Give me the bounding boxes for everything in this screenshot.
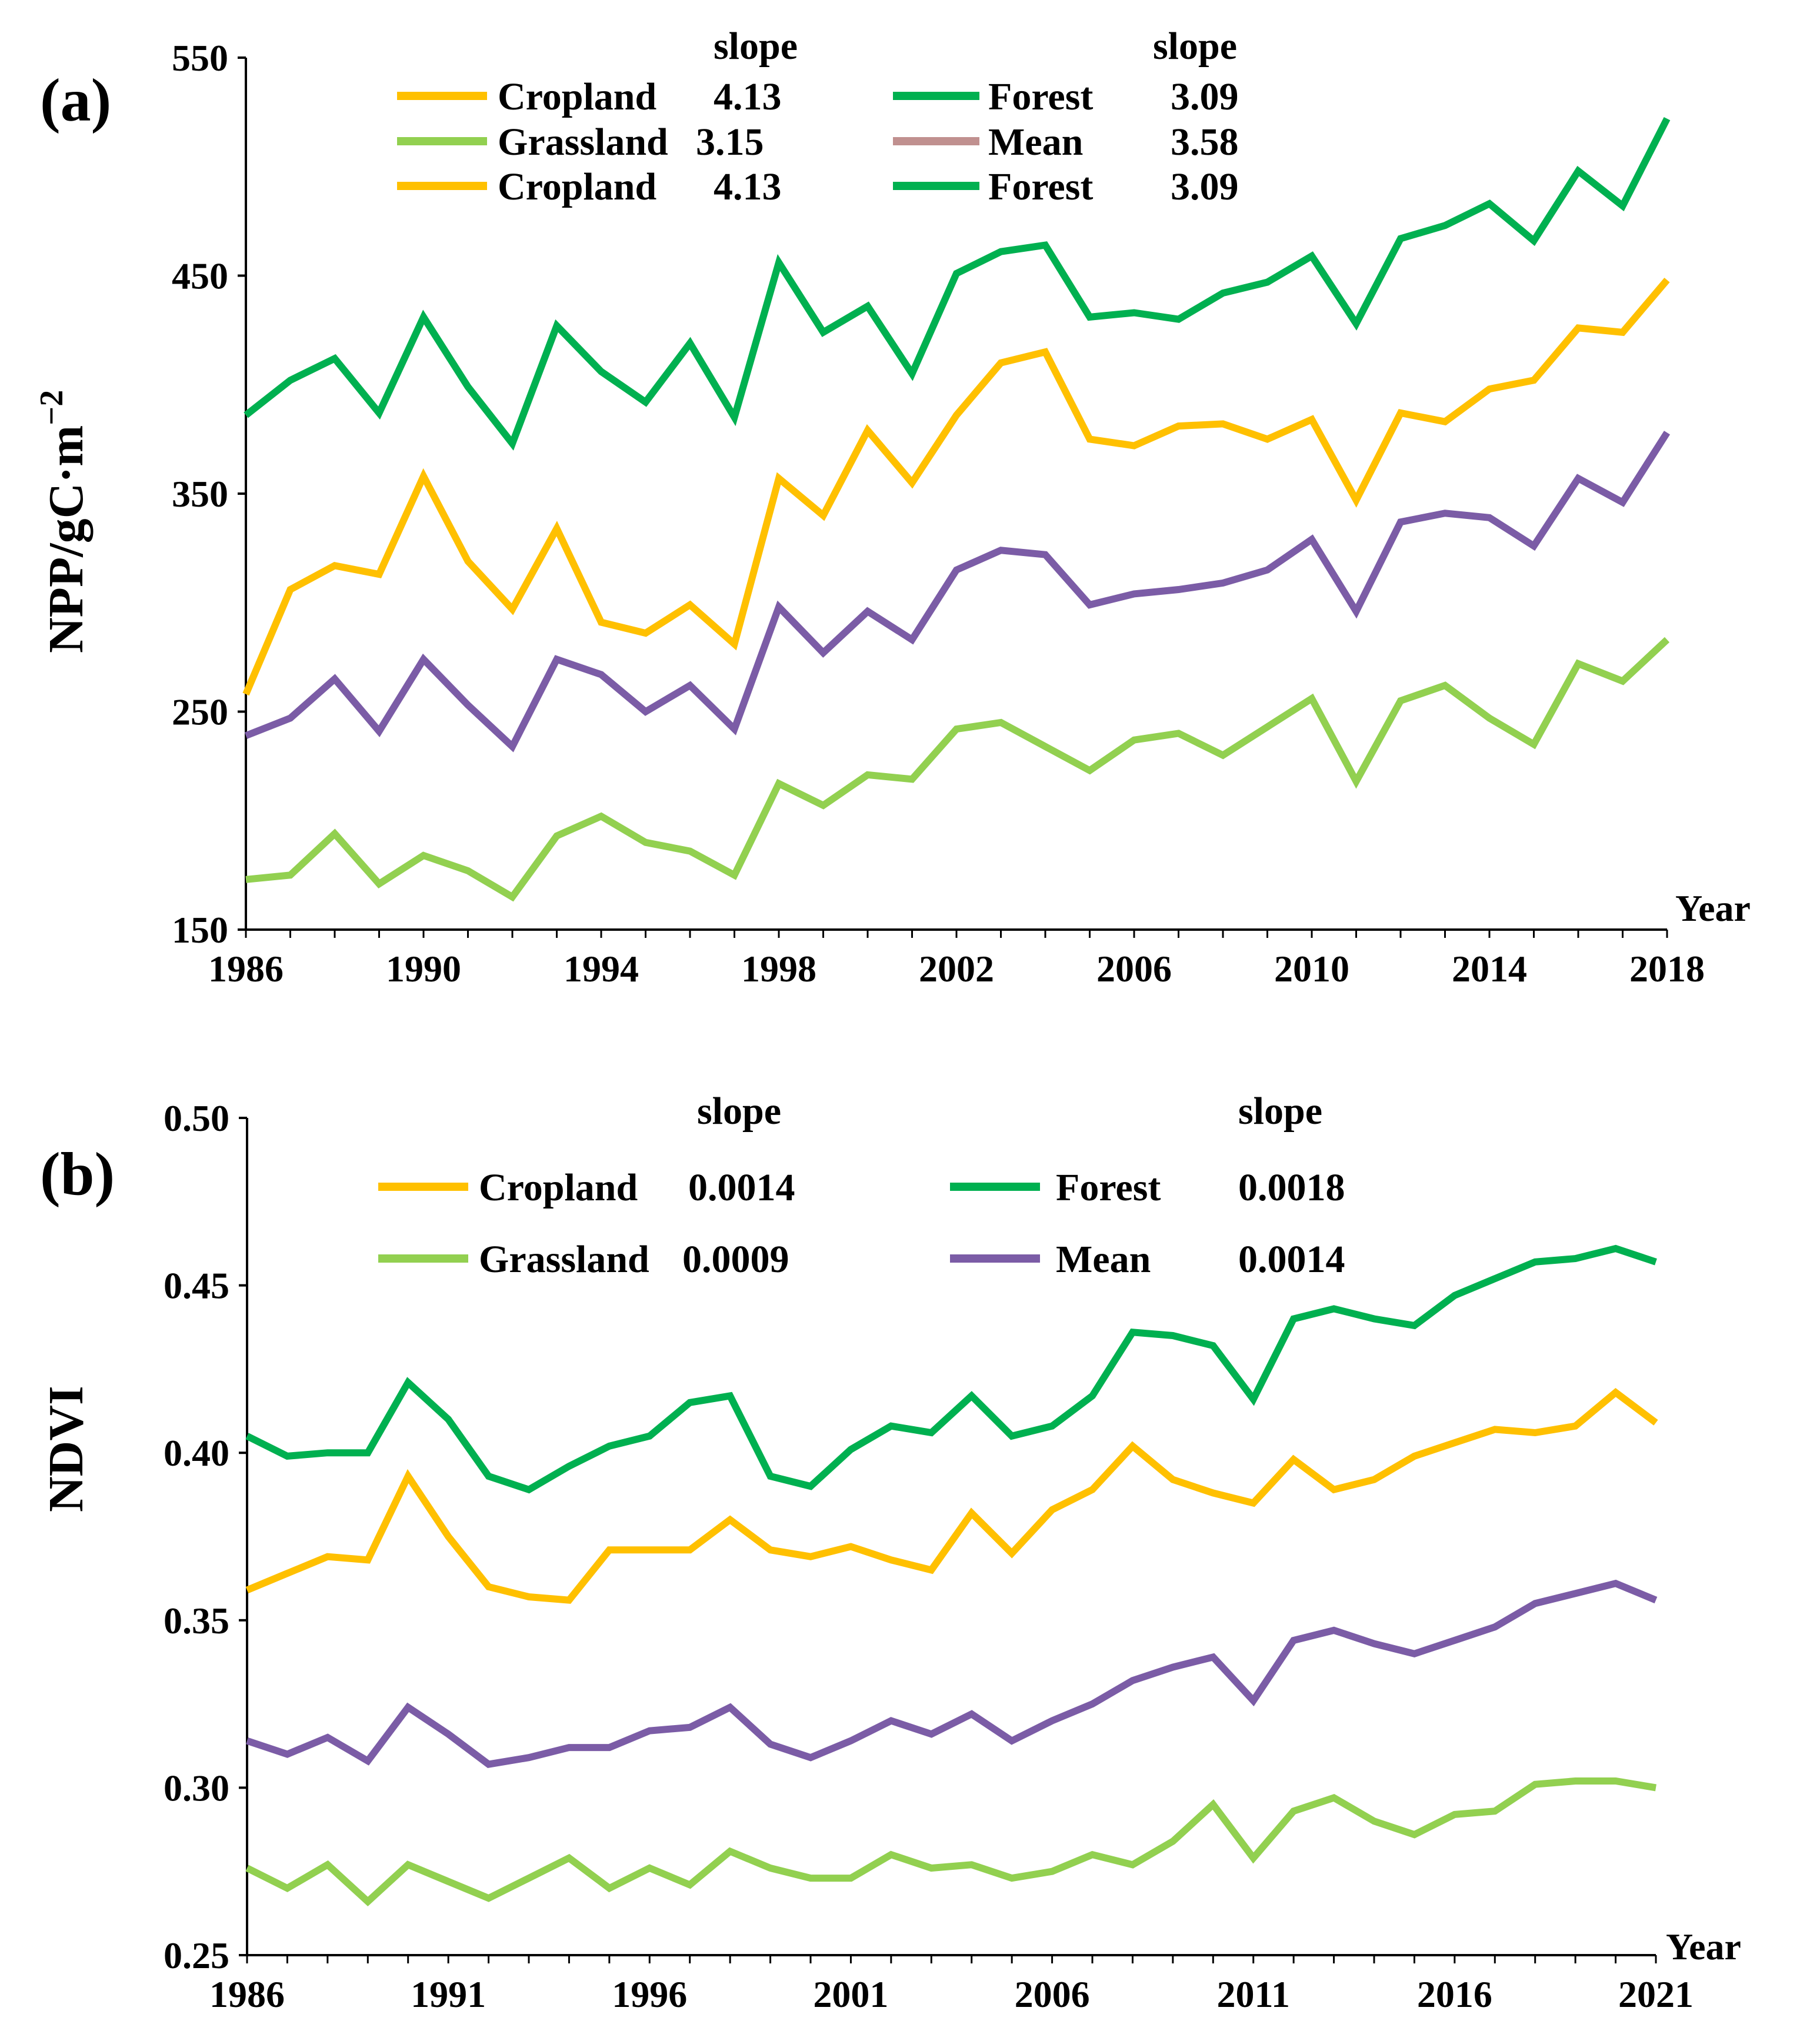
x-tick-label: 2011: [1216, 1973, 1289, 2015]
y-tick-label: 150: [172, 909, 228, 951]
legend-label-cropland-2: Cropland: [498, 165, 656, 208]
legend-label-forest: Forest: [988, 75, 1093, 118]
panel-label: (b): [40, 1140, 115, 1208]
legend-slope-cropland: 4.13: [714, 75, 782, 118]
y-tick-label: 0.25: [164, 1935, 229, 1976]
y-tick-label: 250: [172, 691, 228, 733]
x-tick-label: 2021: [1618, 1973, 1694, 2015]
series-line-forest: [244, 116, 1671, 451]
legend-slope-mean: 0.0014: [1238, 1238, 1345, 1281]
x-tick-label: 2018: [1629, 948, 1705, 990]
x-axis-title: Year: [1675, 887, 1751, 929]
legend-slope-grassland: 3.15: [696, 121, 764, 164]
y-ticks: 150 250 350 450 550: [172, 37, 246, 951]
x-tick-label: 1994: [564, 948, 639, 990]
x-tick-label: 2010: [1274, 948, 1349, 990]
legend-header-2: slope: [1238, 1090, 1322, 1133]
series-line-mean: [244, 431, 1671, 753]
legend-slope-forest: 3.09: [1171, 75, 1239, 118]
x-ticks: 1986 1991 1996 2001 2006 2011 2016 2021: [209, 1955, 1694, 2015]
legend-header-1: slope: [714, 25, 798, 68]
y-axis-label-main: NPP/gC·m: [39, 425, 94, 653]
x-tick-label: 2001: [813, 1973, 888, 2015]
series-line-forest: [245, 1244, 1657, 1494]
legend-label-cropland: Cropland: [498, 75, 656, 118]
legend: slope slope Cropland 4.13 Forest 3.09 Gr…: [397, 25, 1239, 208]
legend-header-2: slope: [1153, 25, 1237, 68]
x-tick-label: 1996: [612, 1973, 687, 2015]
y-tick-label: 0.50: [164, 1097, 229, 1139]
legend-slope-cropland-2: 4.13: [714, 165, 782, 208]
series-line-mean: [246, 1579, 1658, 1768]
y-tick-label: 0.30: [164, 1767, 229, 1809]
x-tick-label: 2002: [919, 948, 994, 990]
y-tick-label: 0.45: [164, 1265, 229, 1307]
legend-slope-forest-2: 3.09: [1171, 165, 1239, 208]
legend-slope-forest: 0.0018: [1238, 1166, 1345, 1209]
chart-panel-b: 0.25 0.30 0.35 0.40 0.45 0.50 1986 1991 1996 200…: [39, 1090, 1741, 2015]
legend: slope slope Cropland 0.0014 Forest 0.001…: [378, 1090, 1345, 1281]
series-line-cropland: [245, 1388, 1658, 1604]
legend-label-mean: Mean: [988, 121, 1083, 164]
y-axis-label-exponent: −2: [34, 390, 70, 425]
x-tick-label: 1998: [741, 948, 816, 990]
x-tick-label: 2006: [1015, 1973, 1090, 2015]
y-axis-label: NPP/gC·m−2: [34, 390, 94, 653]
x-tick-label: 1986: [208, 948, 284, 990]
legend-slope-cropland: 0.0014: [688, 1166, 795, 1209]
legend-header-1: slope: [697, 1090, 781, 1133]
series-line-grassland: [245, 637, 1670, 902]
y-tick-label: 450: [172, 255, 228, 297]
y-tick-label: 550: [172, 37, 228, 79]
x-tick-label: 2016: [1417, 1973, 1492, 2015]
y-ticks: 0.25 0.30 0.35 0.40 0.45 0.50: [164, 1097, 247, 1976]
legend-label-cropland: Cropland: [479, 1166, 638, 1209]
legend-label-grassland: Grassland: [479, 1238, 649, 1281]
x-tick-label: 1990: [386, 948, 461, 990]
legend-label-mean: Mean: [1056, 1238, 1151, 1281]
x-tick-label: 1986: [209, 1973, 285, 2015]
legend-label-grassland: Grassland: [498, 121, 668, 164]
legend-slope-mean: 3.58: [1171, 121, 1239, 164]
legend-label-forest-2: Forest: [988, 165, 1093, 208]
y-tick-label: 0.40: [164, 1432, 229, 1474]
panel-label: (a): [40, 66, 111, 134]
legend-slope-grassland: 0.0009: [682, 1238, 789, 1281]
x-ticks: 1986 1990 1994 1998 2002 2006 2010 2014 2018: [208, 930, 1705, 990]
y-axis-label: NDVI: [39, 1386, 94, 1512]
series-group: [242, 116, 1671, 902]
x-tick-label: 2014: [1452, 948, 1527, 990]
y-tick-label: 350: [172, 473, 228, 515]
series-line-cropland: [242, 278, 1670, 696]
x-axis-title: Year: [1666, 1926, 1741, 1968]
legend-label-forest: Forest: [1056, 1166, 1161, 1209]
x-tick-label: 2006: [1096, 948, 1172, 990]
x-tick-label: 1991: [411, 1973, 486, 2015]
y-tick-label: 0.35: [164, 1600, 229, 1642]
series-line-grassland: [245, 1777, 1656, 1907]
series-group: [245, 1244, 1658, 1907]
chart-panel-a: 150 250 350 450 550 1986 1990 1994 1998 2002 2006…: [34, 25, 1751, 990]
